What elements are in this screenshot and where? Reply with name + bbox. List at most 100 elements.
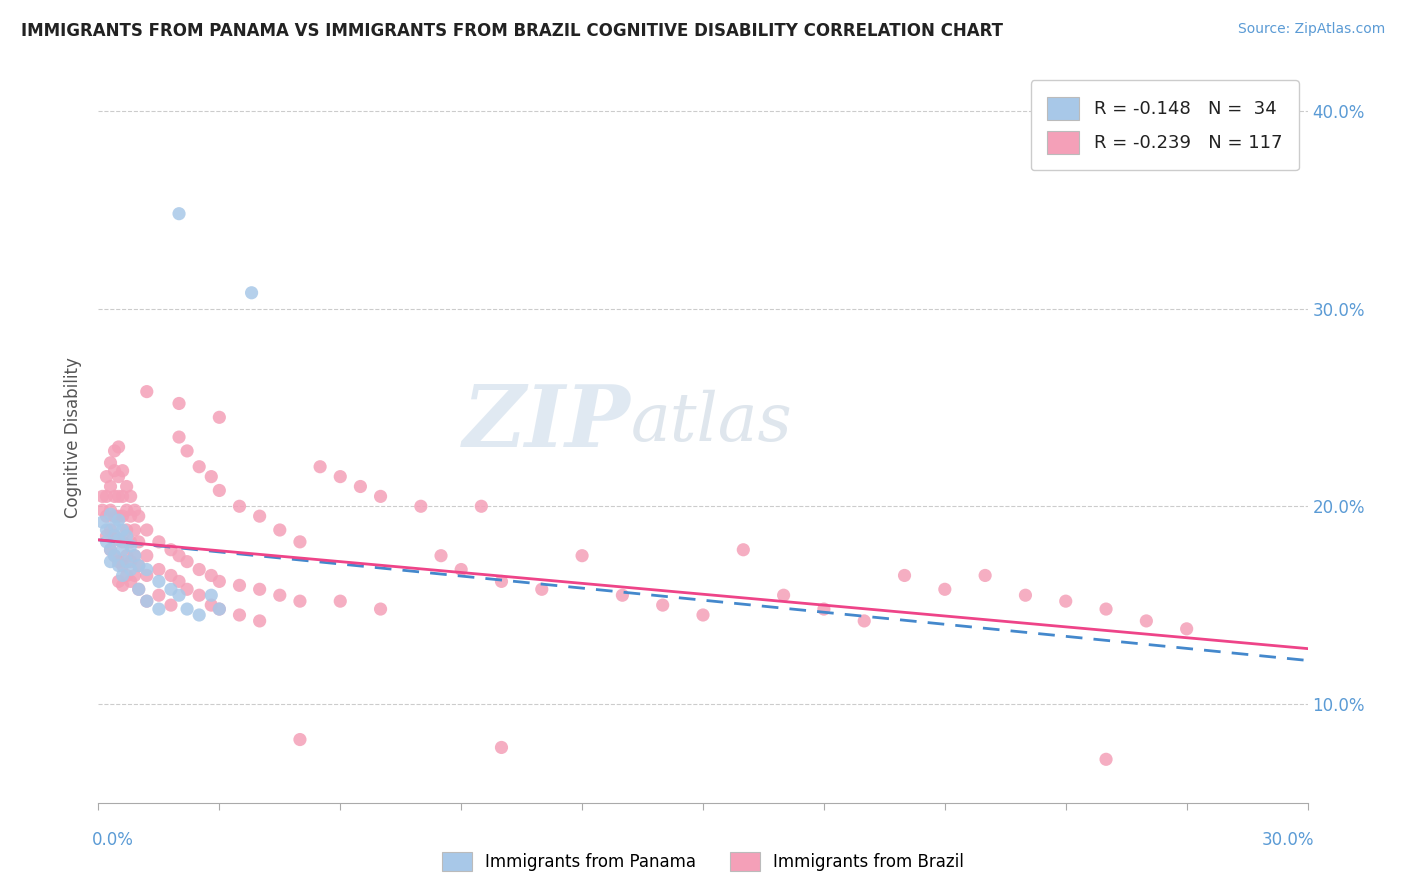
- Point: [91, 503, 114, 517]
- Point: [470, 500, 492, 514]
- Point: [167, 574, 190, 589]
- Point: [128, 534, 150, 549]
- Point: [1014, 588, 1036, 602]
- Point: [135, 568, 157, 582]
- Text: atlas: atlas: [630, 390, 792, 455]
- Point: [100, 542, 122, 557]
- Point: [107, 533, 129, 547]
- Point: [329, 594, 352, 608]
- Point: [430, 549, 453, 563]
- Point: [240, 285, 263, 300]
- Point: [160, 598, 183, 612]
- Point: [115, 523, 138, 537]
- Point: [288, 534, 311, 549]
- Point: [135, 549, 157, 563]
- Legend: Immigrants from Panama, Immigrants from Brazil: Immigrants from Panama, Immigrants from …: [433, 843, 973, 880]
- Point: [107, 555, 129, 569]
- Point: [188, 588, 211, 602]
- Point: [124, 549, 146, 563]
- Text: Source: ZipAtlas.com: Source: ZipAtlas.com: [1237, 22, 1385, 37]
- Y-axis label: Cognitive Disability: Cognitive Disability: [65, 357, 83, 517]
- Point: [167, 549, 190, 563]
- Point: [111, 558, 134, 573]
- Point: [208, 574, 231, 589]
- Point: [103, 489, 125, 503]
- Point: [188, 459, 211, 474]
- Point: [329, 469, 352, 483]
- Point: [103, 529, 125, 543]
- Point: [120, 574, 142, 589]
- Point: [228, 578, 250, 592]
- Point: [96, 523, 118, 537]
- Point: [103, 509, 125, 524]
- Point: [167, 207, 190, 221]
- Point: [370, 489, 392, 503]
- Point: [120, 489, 142, 503]
- Point: [1095, 752, 1118, 766]
- Point: [1095, 602, 1118, 616]
- Point: [813, 602, 835, 616]
- Text: ZIP: ZIP: [463, 381, 630, 464]
- Point: [160, 542, 183, 557]
- Point: [96, 534, 118, 549]
- Point: [249, 582, 271, 597]
- Point: [124, 549, 146, 563]
- Point: [450, 562, 472, 576]
- Point: [100, 523, 122, 537]
- Point: [288, 594, 311, 608]
- Point: [107, 558, 129, 573]
- Point: [148, 534, 170, 549]
- Point: [651, 598, 673, 612]
- Point: [200, 598, 222, 612]
- Point: [107, 469, 129, 483]
- Point: [853, 614, 876, 628]
- Point: [612, 588, 634, 602]
- Point: [208, 410, 231, 425]
- Point: [208, 602, 231, 616]
- Point: [160, 568, 183, 582]
- Point: [135, 523, 157, 537]
- Point: [115, 555, 138, 569]
- Point: [100, 503, 122, 517]
- Point: [188, 607, 211, 622]
- Point: [107, 489, 129, 503]
- Point: [167, 396, 190, 410]
- Point: [249, 509, 271, 524]
- Point: [491, 740, 513, 755]
- Point: [288, 732, 311, 747]
- Point: [893, 568, 915, 582]
- Point: [208, 602, 231, 616]
- Point: [934, 582, 956, 597]
- Point: [96, 469, 118, 483]
- Point: [111, 509, 134, 524]
- Point: [96, 509, 118, 524]
- Point: [228, 500, 250, 514]
- Point: [1135, 614, 1157, 628]
- Point: [111, 578, 134, 592]
- Point: [176, 555, 198, 569]
- Point: [128, 582, 150, 597]
- Point: [120, 555, 142, 569]
- Point: [111, 489, 134, 503]
- Point: [124, 503, 146, 517]
- Point: [135, 562, 157, 576]
- Point: [491, 574, 513, 589]
- Point: [100, 456, 122, 470]
- Point: [103, 444, 125, 458]
- Point: [208, 483, 231, 498]
- Point: [115, 568, 138, 582]
- Point: [115, 479, 138, 493]
- Point: [128, 558, 150, 573]
- Point: [1175, 622, 1198, 636]
- Text: 0.0%: 0.0%: [91, 831, 134, 849]
- Point: [115, 549, 138, 563]
- Text: IMMIGRANTS FROM PANAMA VS IMMIGRANTS FROM BRAZIL COGNITIVE DISABILITY CORRELATIO: IMMIGRANTS FROM PANAMA VS IMMIGRANTS FRO…: [21, 22, 1002, 40]
- Point: [100, 555, 122, 569]
- Point: [176, 582, 198, 597]
- Point: [103, 549, 125, 563]
- Point: [733, 542, 755, 557]
- Point: [148, 588, 170, 602]
- Point: [309, 459, 332, 474]
- Point: [188, 562, 211, 576]
- Point: [269, 523, 291, 537]
